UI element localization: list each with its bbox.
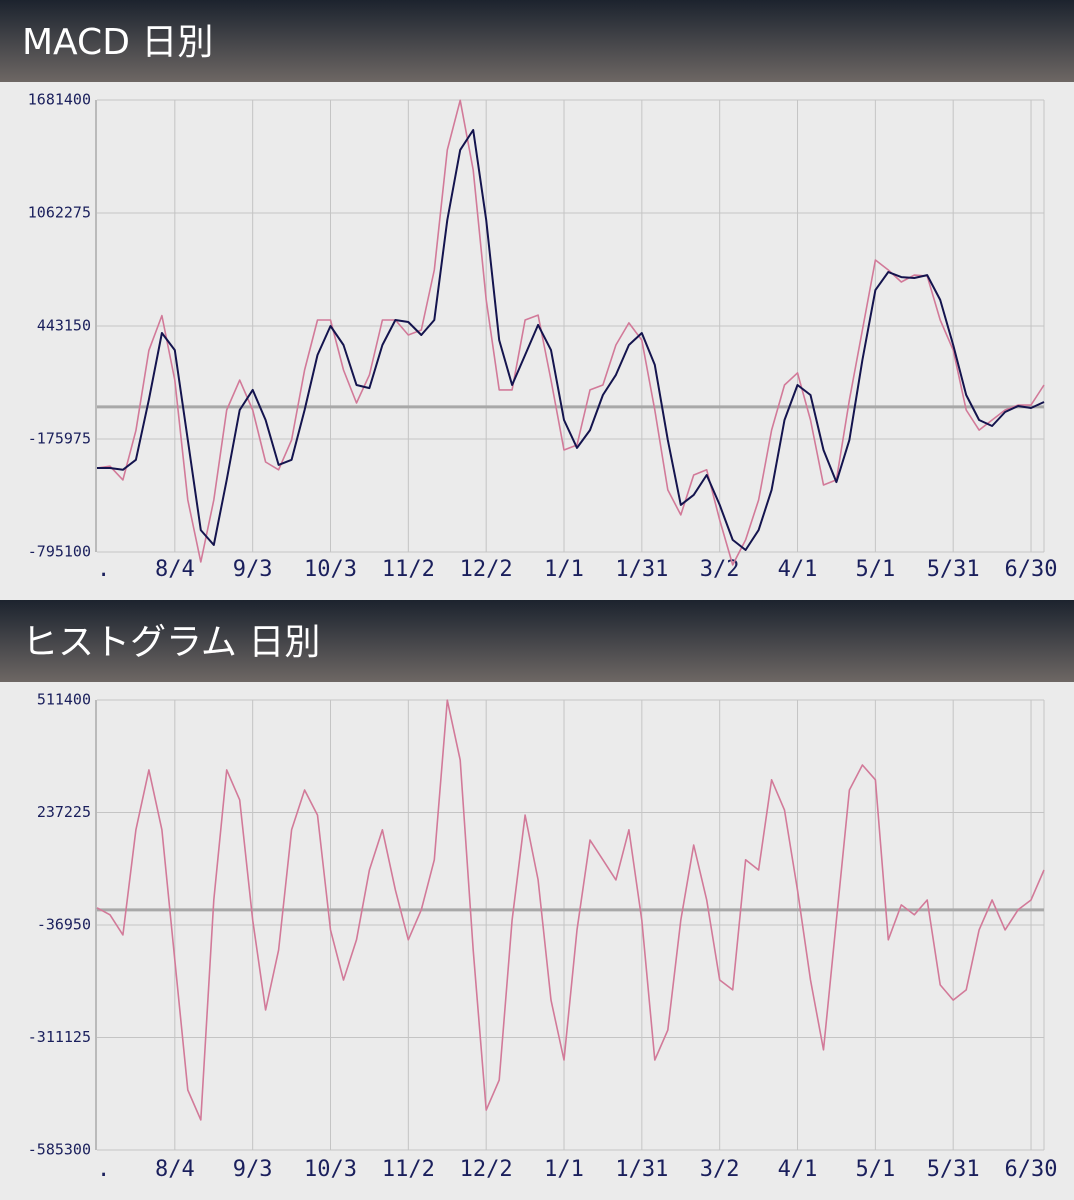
y-tick-label: -175975 [28,430,91,448]
data-line [97,129,1045,551]
x-tick-label: 11/2 [382,557,435,582]
x-tick-label: 1/31 [615,1157,668,1182]
x-tick-label: 10/3 [304,1157,357,1182]
x-tick-label: . [97,1157,110,1182]
x-tick-label: 3/2 [700,1157,740,1182]
y-tick-label: 237225 [37,803,91,821]
x-tick-label: 8/4 [155,1157,195,1182]
data-line [96,699,1045,1121]
x-tick-label: 4/1 [778,557,818,582]
x-tick-label: 8/4 [155,557,195,582]
data-line [96,99,1045,566]
header [0,600,1074,682]
y-tick-label: 1062275 [28,204,91,222]
y-tick-label: 443150 [37,317,91,335]
x-tick-label: 6/30 [1005,1157,1058,1182]
x-tick-label: 5/31 [927,557,980,582]
x-tick-label: 12/2 [460,557,513,582]
y-tick-label: 511400 [37,691,91,709]
y-tick-label: -795100 [28,543,91,561]
header [0,0,1074,82]
y-tick-label: -311125 [28,1028,91,1046]
x-tick-label: 3/2 [700,557,740,582]
x-tick-label: 5/1 [855,1157,895,1182]
x-tick-label: 1/1 [544,557,584,582]
x-tick-label: 5/31 [927,1157,980,1182]
x-tick-label: 11/2 [382,1157,435,1182]
x-tick-label: 10/3 [304,557,357,582]
y-tick-label: -585300 [28,1141,91,1159]
y-tick-label: 1681400 [28,91,91,109]
x-tick-label: 5/1 [855,557,895,582]
chart-title: MACD 日別 [22,22,213,63]
x-tick-label: 1/1 [544,1157,584,1182]
x-tick-label: 9/3 [233,1157,273,1182]
x-tick-label: 12/2 [460,1157,513,1182]
x-tick-label: 6/30 [1005,557,1058,582]
chart-title: ヒストグラム 日別 [22,622,320,663]
x-tick-label: 1/31 [615,557,668,582]
x-tick-label: . [97,557,110,582]
x-tick-label: 9/3 [233,557,273,582]
y-tick-label: -36950 [37,916,91,934]
x-tick-label: 4/1 [778,1157,818,1182]
